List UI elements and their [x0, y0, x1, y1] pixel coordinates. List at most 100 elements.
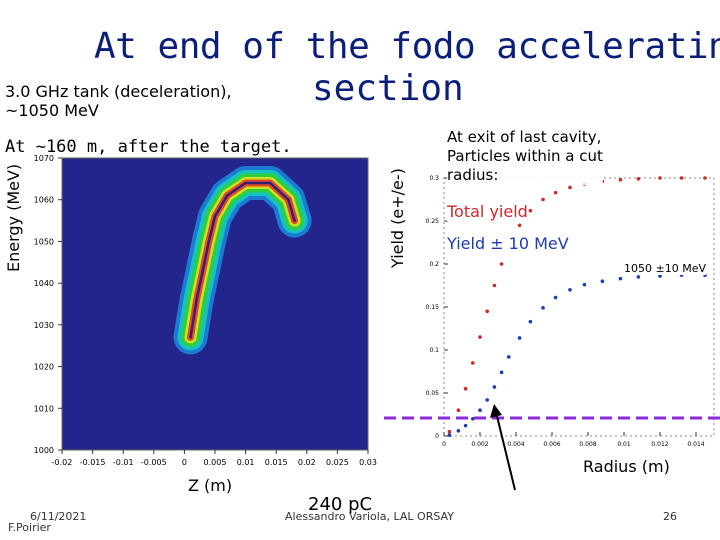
exit-note-line1: At exit of last cavity, — [447, 128, 602, 146]
heatmap-x-tick-label: 0.03 — [359, 458, 377, 467]
legend-total-yield: Total yield — [447, 202, 528, 221]
total-yield-point — [658, 176, 662, 180]
heatmap-x-tick-label: 0.01 — [237, 458, 255, 467]
total-yield-point — [618, 177, 623, 182]
yield-y-tick-label: 0.3 — [429, 175, 439, 182]
yield-y-tick-label: 0.2 — [429, 261, 439, 268]
total-yield-point — [541, 197, 545, 202]
heatmap-x-tick-label: -0.01 — [113, 458, 134, 467]
heatmap-y-tick-label: 1050 — [34, 237, 54, 246]
heatmap-band-core — [189, 181, 296, 339]
footer-author: F.Poirier — [8, 521, 51, 534]
total-yield-point — [499, 262, 504, 266]
total-yield-point — [568, 185, 572, 190]
pm10-yield-point — [456, 429, 461, 433]
slide-title-line2: section — [312, 68, 464, 109]
heatmap-xlabel: Z (m) — [188, 476, 233, 495]
yield-y-tick-label: 0.25 — [426, 218, 440, 225]
yield-x-tick-label: 0.012 — [651, 441, 668, 448]
total-yield-point — [485, 309, 489, 314]
yield-x-tick-label: 0 — [442, 441, 446, 448]
total-yield-point — [703, 176, 707, 180]
total-yield-point — [528, 208, 533, 213]
heatmap-ridge-point — [287, 198, 290, 201]
pm10-yield-point — [636, 275, 641, 279]
total-yield-point — [517, 223, 522, 228]
energy-vs-z-plot: -0.02 -0.015 -0.01 -0.005 0 0.005 0.01 0.015 0.0… — [34, 154, 377, 467]
pm10-yield-point — [582, 282, 587, 287]
heatmap-ridge-point — [189, 336, 192, 339]
yield-y-tick-label: 0.1 — [429, 347, 439, 354]
page-number: 26 — [663, 510, 677, 523]
yield-x-tick-label: 0.006 — [543, 441, 560, 448]
yield-xlabel: Radius (m) — [583, 457, 670, 476]
heatmap-y-tick-label: 1070 — [34, 154, 54, 163]
total-yield-point — [553, 190, 558, 195]
heatmap-ridge-point — [207, 240, 211, 243]
heatmap-y-tick-label: 1020 — [34, 363, 54, 372]
pm10-yield-point — [492, 385, 497, 389]
arrow-line — [495, 411, 516, 491]
pm10-yield-point — [485, 398, 489, 402]
legend-yield-pm10: Yield ± 10 MeV — [447, 234, 569, 253]
heatmap-x-tick-label: -0.015 — [80, 458, 106, 467]
subtitle-line1: 3.0 GHz tank (deceleration), — [5, 82, 232, 101]
yield-y-tick-label: 0.05 — [426, 390, 440, 397]
heatmap-x-tick-label: 0.005 — [204, 458, 227, 467]
pm10-yield-point — [471, 417, 475, 421]
total-yield-point — [456, 408, 461, 413]
pm10-yield-point — [447, 433, 452, 437]
total-yield-point — [447, 429, 452, 434]
heatmap-x-tick-label: -0.02 — [52, 458, 73, 467]
pm10-yield-point — [600, 279, 605, 283]
exit-note-line2: Particles within a cut — [447, 147, 603, 165]
yield-x-tick-label: 0.008 — [579, 441, 596, 448]
heatmap-y-tick-label: 1060 — [34, 196, 54, 205]
heatmap-body — [173, 166, 312, 355]
yield-x-tick-label: 0.002 — [471, 441, 488, 448]
heatmap-x-tick-label: -0.005 — [141, 458, 167, 467]
total-yield-point — [478, 335, 482, 339]
heatmap-x-tick-label: 0.02 — [298, 458, 316, 467]
slide-title: At end of the fodo accelerating — [94, 26, 720, 67]
pm10-yield-point — [553, 295, 558, 300]
heatmap-ridge-point — [268, 181, 272, 185]
heatmap-y-tick-label: 1040 — [34, 279, 54, 288]
heatmap-ridge-point — [201, 269, 204, 272]
total-yield-point — [636, 177, 641, 181]
footer-presenter: Alessandro Variola, LAL ORSAY — [285, 510, 454, 523]
heatmap-x-tick-label: 0.025 — [326, 458, 349, 467]
arrow-head-icon — [490, 404, 502, 418]
heatmap-ridge-point — [293, 219, 296, 222]
pm10-yield-point — [517, 336, 522, 340]
pm10-yield-point — [541, 306, 545, 310]
heatmap-y-tick-label: 1000 — [34, 446, 54, 455]
pm10-yield-point — [658, 274, 662, 278]
pm10-yield-point — [463, 423, 468, 428]
heatmap-y-tick-label: 1010 — [34, 404, 54, 413]
yield-x-tick-label: 0.014 — [687, 441, 704, 448]
heatmap-x-tick-label: 0.015 — [265, 458, 288, 467]
yield-x-tick-label: 0.004 — [507, 441, 524, 448]
pm10-yield-point — [507, 355, 511, 359]
heatmap-y-tick-label: 1030 — [34, 321, 54, 330]
subtitle-line2: ~1050 MeV — [5, 101, 99, 120]
yield-y-tick-label: 0.15 — [426, 304, 440, 311]
yield-x-tick-label: 0.01 — [617, 441, 631, 448]
total-yield-point — [679, 176, 684, 180]
position-note: At ~160 m, after the target. — [5, 137, 292, 157]
exit-note-line3: radius: — [447, 166, 499, 184]
heatmap-ridge-point — [195, 298, 198, 302]
exit-note: At exit of last cavity, Particles within… — [447, 128, 603, 185]
heatmap-ridge-point — [226, 194, 229, 197]
pm10-yield-point — [568, 288, 572, 292]
pm10-yield-point — [499, 370, 504, 375]
pm10-yield-point — [618, 276, 623, 281]
footer-date: 6/11/2021 — [30, 510, 87, 523]
heatmap-x-tick-label: 0 — [182, 458, 187, 467]
heatmap-ridge-point — [213, 215, 217, 218]
total-yield-point — [471, 361, 475, 365]
yield-y-tick-label: 0 — [435, 433, 439, 440]
pm10-yield-point — [528, 319, 533, 324]
total-yield-point — [492, 283, 497, 288]
